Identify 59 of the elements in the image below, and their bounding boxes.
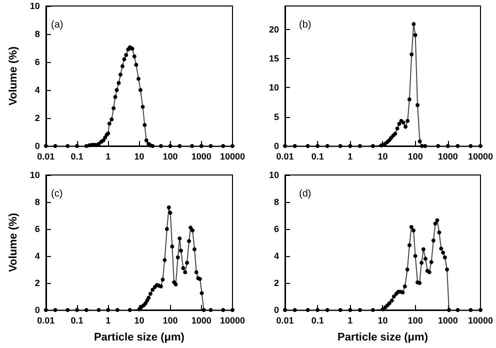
annotation: (c) (51, 188, 63, 200)
y-tick-label: 8 (34, 197, 40, 207)
y-tick-label: 10 (30, 1, 40, 11)
x-tick-label: 0.01 (37, 152, 55, 162)
y-tick-label: 10 (268, 82, 279, 93)
y-tick-label: 6 (34, 57, 40, 67)
x-tick-label: 10000 (468, 316, 493, 326)
y-tick-label: 4 (34, 85, 40, 95)
x-tick-label: 1000 (191, 316, 212, 326)
x-tick-label: 1 (106, 316, 111, 326)
x-tick-label: 1 (348, 152, 353, 162)
x-axis-title: Particle size (μm) (94, 332, 185, 344)
y-tick-label: 0 (34, 305, 40, 315)
x-tick-label: 10000 (468, 152, 493, 162)
x-tick-label: 10000 (220, 152, 245, 162)
x-tick-label: 10 (378, 152, 388, 162)
x-tick-label: 1 (348, 316, 353, 326)
y-tick-label: 0 (274, 141, 279, 151)
x-tick-label: 0.01 (276, 152, 294, 162)
x-tick-label: 0.1 (311, 152, 324, 162)
y-tick-label: 6 (274, 224, 279, 234)
y-tick-label: 15 (268, 54, 279, 64)
x-tick-label: 100 (408, 152, 423, 162)
annotation: (d) (299, 188, 312, 200)
y-tick-label: 10 (30, 170, 40, 180)
x-tick-label: 1000 (438, 152, 458, 162)
x-tick-label: 10 (134, 316, 144, 326)
x-axis-title: Particle size (μm) (337, 332, 428, 344)
y-tick-label: 8 (34, 29, 40, 39)
y-tick-label: 4 (274, 251, 279, 261)
x-tick-label: 100 (408, 316, 423, 326)
y-axis-title: Volume (%) (8, 46, 20, 106)
x-tick-label: 100 (162, 316, 178, 326)
x-tick-label: 10 (134, 152, 144, 162)
x-tick-label: 10000 (220, 316, 245, 326)
y-tick-label: 0 (274, 305, 279, 315)
y-tick-label: 2 (34, 278, 40, 288)
x-tick-label: 100 (162, 152, 178, 162)
annotation: (b) (299, 20, 312, 30)
y-tick-label: 4 (34, 251, 40, 261)
x-tick-label: 0.01 (37, 316, 55, 326)
y-tick-label: 2 (274, 278, 279, 288)
x-tick-label: 0.1 (70, 316, 84, 326)
y-tick-label: 5 (274, 112, 279, 122)
y-tick-label: 0 (34, 141, 40, 151)
x-tick-label: 0.01 (276, 316, 294, 326)
y-axis-title: Volume (%) (8, 212, 20, 272)
y-tick-label: 20 (268, 24, 279, 34)
x-tick-label: 1000 (191, 152, 212, 162)
x-tick-label: 0.1 (311, 316, 324, 326)
x-tick-label: 1 (106, 152, 111, 162)
x-tick-label: 1000 (438, 316, 458, 326)
y-tick-label: 8 (274, 197, 279, 207)
x-tick-label: 10 (378, 316, 388, 326)
x-tick-label: 0.1 (70, 152, 84, 162)
y-tick-label: 10 (268, 170, 279, 180)
y-tick-label: 6 (34, 224, 40, 234)
y-tick-label: 2 (34, 113, 40, 123)
annotation: (a) (51, 20, 64, 30)
